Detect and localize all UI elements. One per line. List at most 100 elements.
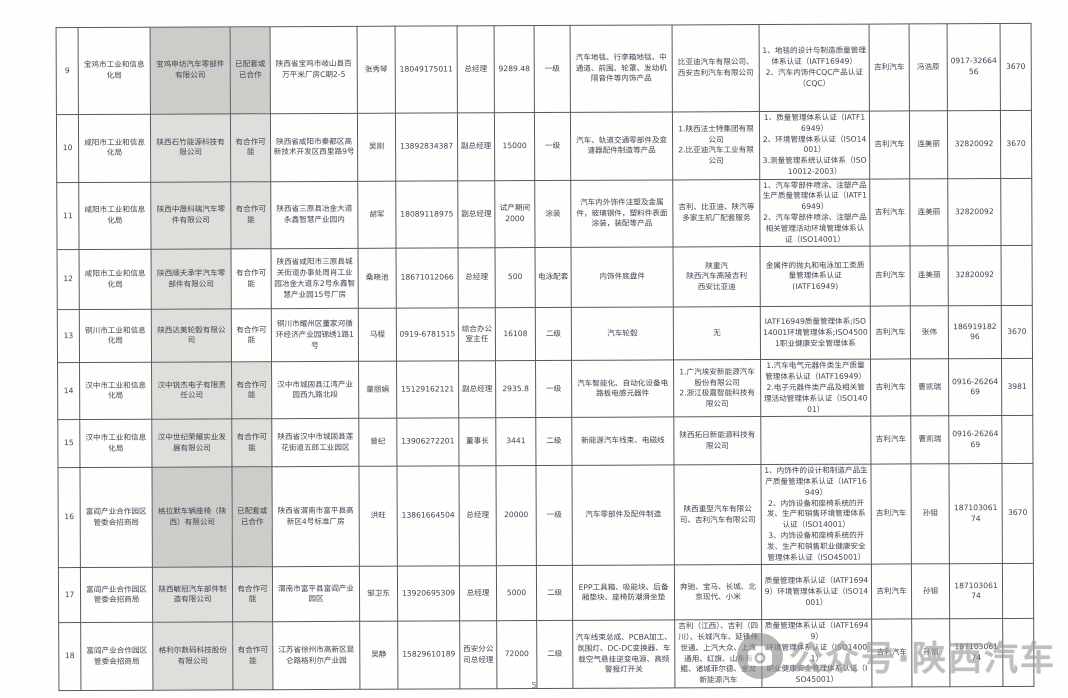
cell-supplier-level: 二级 [535,307,572,361]
table-row: 17 富阎产业合作园区管委会招商局 陕西敏冠汽车部件制造有限公司 有合作可能 渭… [58,563,1034,623]
cell-certifications: 1、地毯的设计与制造质量管理体系认证（IATF16949） 2、汽车内饰件CQC… [759,24,870,112]
cell-certifications [760,416,871,465]
cell-address: 陕西省宝鸡市岐山县百万平米厂房C期2-5 [270,26,358,114]
cell-row-number: 14 [57,362,80,420]
cell-liaison-phone: 32820092 [947,178,1002,247]
page-number: 5 [531,681,537,690]
cell-contact-name: 张秀琴 [357,26,396,114]
cell-recommending-bureau: 汉中市工业和信息化局 [79,362,152,420]
cell-recommending-bureau: 汉中市工业和信息化局 [79,419,152,468]
cell-liaison-phone: 32820092 [948,245,1002,307]
cell-address: 陕西省咸阳市秦都区高新技术开发区西里路9号 [270,113,358,182]
cell-row-number: 9 [56,27,79,115]
cell-certifications: 1、内饰件的设计和制造产品生产质量管理体系认证（IATF16949） 2、内饰设… [760,464,872,565]
cell-cooperation-status: 有合作可能 [232,567,273,623]
cell-contact-phone: 13892834387 [395,112,458,181]
cell-recommending-bureau: 铜川市工业和信息化局 [79,309,152,363]
cell-liaison-name: 孙钼 [910,464,950,565]
cell-output-value: 5000 [496,565,537,622]
cell-code [1000,178,1033,246]
cell-company-name: 格利尔数码科技股份有限公司 [152,622,233,691]
cell-matched-brand: 吉利汽车 [869,178,911,247]
cell-supplier-level: 涂装 [534,180,572,248]
cell-contact-name: 胡军 [357,180,397,249]
cell-recommending-bureau: 富阎产业合作园区管委会招商局 [80,567,153,623]
cell-contact-position: 总经理 [458,248,496,309]
cell-supplier-level: 一级 [535,360,572,418]
cell-code [1002,563,1034,619]
cell-recommending-bureau: 宝鸡市工业和信息化局 [78,27,151,115]
cell-customers: 1.陕西法士特集团有限公司 2.比亚迪汽车工业有限公司 [672,111,760,180]
cell-contact-phone: 18049175011 [395,25,458,114]
cell-contact-phone: 0919-6781515 [396,308,459,362]
cell-liaison-name: 曹凯瑞 [910,359,949,417]
cell-contact-position: 总经理 [457,25,495,113]
cell-recommending-bureau: 咸阳市工业和信息化局 [78,181,152,250]
cell-code: 3670 [1000,23,1032,111]
cell-address: 陕西省三原县冶金大道永鑫智慧产业园内 [270,181,359,250]
cell-code [1002,618,1034,687]
cell-products: 汽车线束总成、PCBA加工、氛围灯、DC-DC变换器、车载空气悬挂逆变电源、高频… [572,620,675,689]
cell-liaison-phone: 18710306174 [949,618,1003,687]
cell-matched-brand: 吉利汽车 [870,359,911,417]
cell-address: 铜川市耀州区董家河循环经济产业园锦绣1路1号 [271,308,359,363]
cell-supplier-level: 二级 [535,417,572,466]
cell-cooperation-status: 有合作可能 [231,362,272,420]
cell-row-number: 12 [57,249,80,311]
cell-output-value: 试产期间 2000 [494,180,536,249]
cell-address: 汉中市城固县江湾产业园西九路北段 [271,361,359,419]
cell-customers: 1.广汽埃安新能源汽车股份有限公司 2.浙江极嘉智能科技有限公司 [673,359,761,418]
cell-customers: 陕西拓日新能源科技有限公司 [673,416,761,466]
cell-liaison-phone: 18691918296 [948,305,1002,360]
supplier-table: 9 宝鸡市工业和信息化局 宝鸡申坊汽车零部件有限公司 已配套或已合作 陕西省宝鸡… [56,23,1035,691]
cell-company-name: 格拉默车辆座椅（陕西）有限公司 [151,467,233,568]
cell-certifications: 质量管理体系认证（IATF16949）环境管理体系认证（ISO14001） [761,564,872,620]
cell-row-number: 11 [56,182,80,251]
cell-contact-phone: 13920695309 [397,566,460,622]
cell-contact-position: 副总经理 [457,112,495,181]
cell-contact-position: 副总经理 [458,361,496,419]
table-body: 9 宝鸡市工业和信息化局 宝鸡申坊汽车零部件有限公司 已配套或已合作 陕西省宝鸡… [56,23,1034,691]
cell-matched-brand: 吉利汽车 [869,110,910,179]
cell-contact-name: 吴静 [359,621,398,690]
cell-certifications: 金属件的抛丸和电泳加工类质量管理体系认证 (IATF16949) [760,246,871,307]
cell-liaison-phone: 32820092 [947,110,1001,179]
table-row: 9 宝鸡市工业和信息化局 宝鸡申坊汽车零部件有限公司 已配套或已合作 陕西省宝鸡… [56,23,1032,115]
cell-contact-phone: 15129162121 [396,361,459,419]
cell-contact-position: 副总经理 [457,180,496,249]
cell-liaison-name: 张伟 [910,306,949,360]
table-row: 10 咸阳市工业和信息化局 陕西石竹能源科技有限公司 有合作可能 陕西省咸阳市秦… [56,110,1032,183]
cell-output-value: 15000 [494,112,535,181]
cell-customers: 吉利、比亚迪、陕汽等多家主机厂配套服务 [672,179,761,248]
cell-contact-position: 总经理 [459,566,497,622]
table-row: 13 铜川市工业和信息化局 陕西达美轮毂有限公司 有合作可能 铜川市耀州区董家河… [57,305,1033,364]
cell-customers: 无 [673,306,761,361]
cell-row-number: 10 [56,114,79,183]
cell-recommending-bureau: 富阎产业合作园区管委会招商局 [79,467,153,568]
cell-certifications: IATF16949质量管理体系;ISO14001环境管理体系;ISO45001职… [760,306,871,360]
cell-products: 汽车零部件及配件制造 [571,465,675,566]
cell-address: 陕西省汉中市城固县莲花街道五郎工业园区 [271,418,359,467]
table-row: 15 汉中市工业和信息化局 汉中世纪荣耀实业发展有限公司 有合作可能 陕西省汉中… [57,415,1033,468]
cell-cooperation-status: 有合作可能 [230,113,271,182]
cell-row-number: 17 [58,567,81,623]
cell-contact-position: 综合办公室主任 [458,308,496,362]
cell-output-value: 2935.8 [495,360,536,418]
cell-contact-position: 董事长 [458,417,496,467]
cell-products: 内饰件底盘件 [571,247,674,308]
cell-products: EPP工具箱、吸能块、后备厢垫块、座椅防潮滑坐垫 [572,565,675,621]
cell-address: 江苏省徐州市高新区昆仑路格利尔产业园 [272,621,360,690]
cell-products: 汽车、轨道交通零部件及变速器配件制造等产品 [570,111,673,181]
cell-customers: 奔驰、宝马、长城、北京现代、小米 [674,564,762,621]
cell-certifications: 质量管理体系认证（IATF16949） 环境管理体系认证（ISO14001） 职… [761,619,872,688]
cell-cooperation-status: 有合作可能 [231,309,272,363]
cell-company-name: 陕西达美轮毂有限公司 [151,309,232,363]
cell-company-name: 陕西顺天承宇汽车零部件有限公司 [151,249,232,310]
cell-cooperation-status: 有合作可能 [231,249,272,310]
cell-address: 陕西省咸阳市三原县城关街道办事处周肖工业园冶金大道东2号永鑫智慧产业园15号厂房 [271,248,359,310]
cell-contact-name: 曾纪 [358,418,397,467]
cell-liaison-phone: 18710306174 [949,563,1003,620]
cell-row-number: 13 [57,309,80,364]
cell-certifications: 1、质量管理体系认证（IATF16949） 2、环境管理体系认证（ISO1400… [759,111,870,180]
